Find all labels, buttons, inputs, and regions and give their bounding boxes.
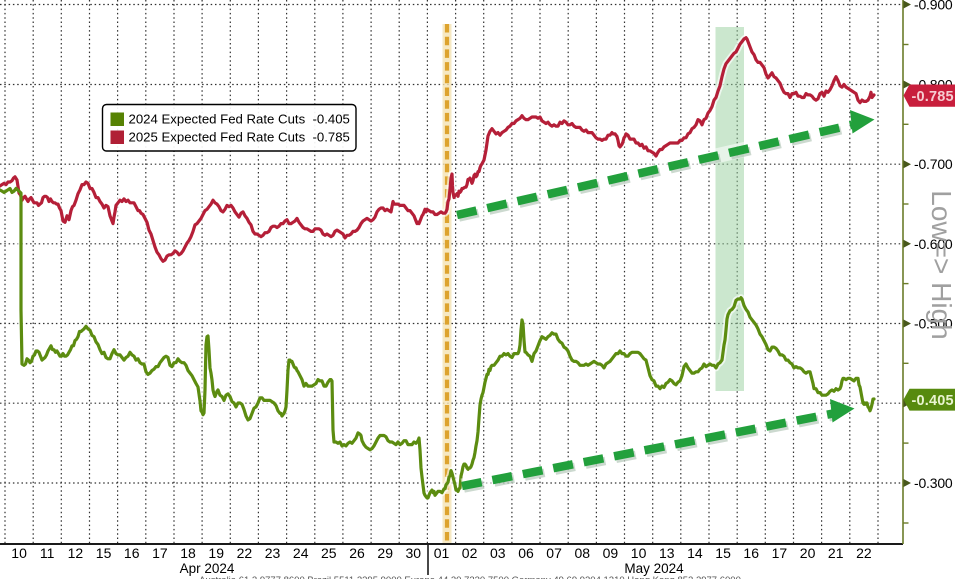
- svg-text:09: 09: [603, 545, 619, 561]
- svg-text:24: 24: [293, 545, 309, 561]
- svg-text:30: 30: [406, 545, 422, 561]
- svg-text:2024 Expected Fed Rate Cuts -: 2024 Expected Fed Rate Cuts -0.405: [129, 112, 350, 127]
- svg-text:Low=> High: Low=> High: [926, 190, 955, 339]
- svg-text:10: 10: [631, 545, 647, 561]
- svg-text:19: 19: [208, 545, 224, 561]
- svg-text:15: 15: [96, 545, 112, 561]
- svg-text:26: 26: [349, 545, 365, 561]
- svg-text:08: 08: [575, 545, 591, 561]
- svg-text:25: 25: [321, 545, 337, 561]
- svg-text:02: 02: [462, 545, 478, 561]
- svg-text:-0.900: -0.900: [914, 0, 953, 13]
- svg-text:23: 23: [265, 545, 281, 561]
- svg-text:Australia 61 2 9777 8600 Brazi: Australia 61 2 9777 8600 Brazil 5511 239…: [199, 575, 741, 579]
- svg-text:-0.700: -0.700: [914, 156, 953, 172]
- svg-text:-0.500: -0.500: [914, 316, 953, 332]
- svg-text:2025 Expected Fed Rate Cuts -: 2025 Expected Fed Rate Cuts -0.785: [129, 130, 350, 145]
- svg-text:-0.785: -0.785: [912, 89, 954, 105]
- svg-text:-0.405: -0.405: [912, 393, 954, 409]
- svg-text:May 2024: May 2024: [624, 561, 684, 576]
- svg-text:29: 29: [377, 545, 393, 561]
- svg-text:20: 20: [800, 545, 816, 561]
- svg-text:11: 11: [40, 545, 55, 561]
- svg-text:16: 16: [743, 545, 759, 561]
- svg-text:14: 14: [687, 545, 703, 561]
- svg-text:21: 21: [828, 545, 844, 561]
- svg-text:10: 10: [11, 545, 27, 561]
- svg-text:07: 07: [546, 545, 562, 561]
- svg-text:17: 17: [772, 545, 788, 561]
- svg-text:Apr 2024: Apr 2024: [180, 561, 235, 576]
- svg-text:13: 13: [659, 545, 675, 561]
- svg-text:-0.600: -0.600: [914, 236, 953, 252]
- svg-text:17: 17: [152, 545, 168, 561]
- svg-text:22: 22: [856, 545, 872, 561]
- svg-text:12: 12: [68, 545, 84, 561]
- svg-text:18: 18: [180, 545, 196, 561]
- svg-text:06: 06: [518, 545, 534, 561]
- svg-text:22: 22: [237, 545, 253, 561]
- svg-text:01: 01: [434, 545, 450, 561]
- svg-text:16: 16: [124, 545, 140, 561]
- svg-text:15: 15: [715, 545, 731, 561]
- svg-text:-0.300: -0.300: [914, 475, 953, 491]
- svg-text:03: 03: [490, 545, 506, 561]
